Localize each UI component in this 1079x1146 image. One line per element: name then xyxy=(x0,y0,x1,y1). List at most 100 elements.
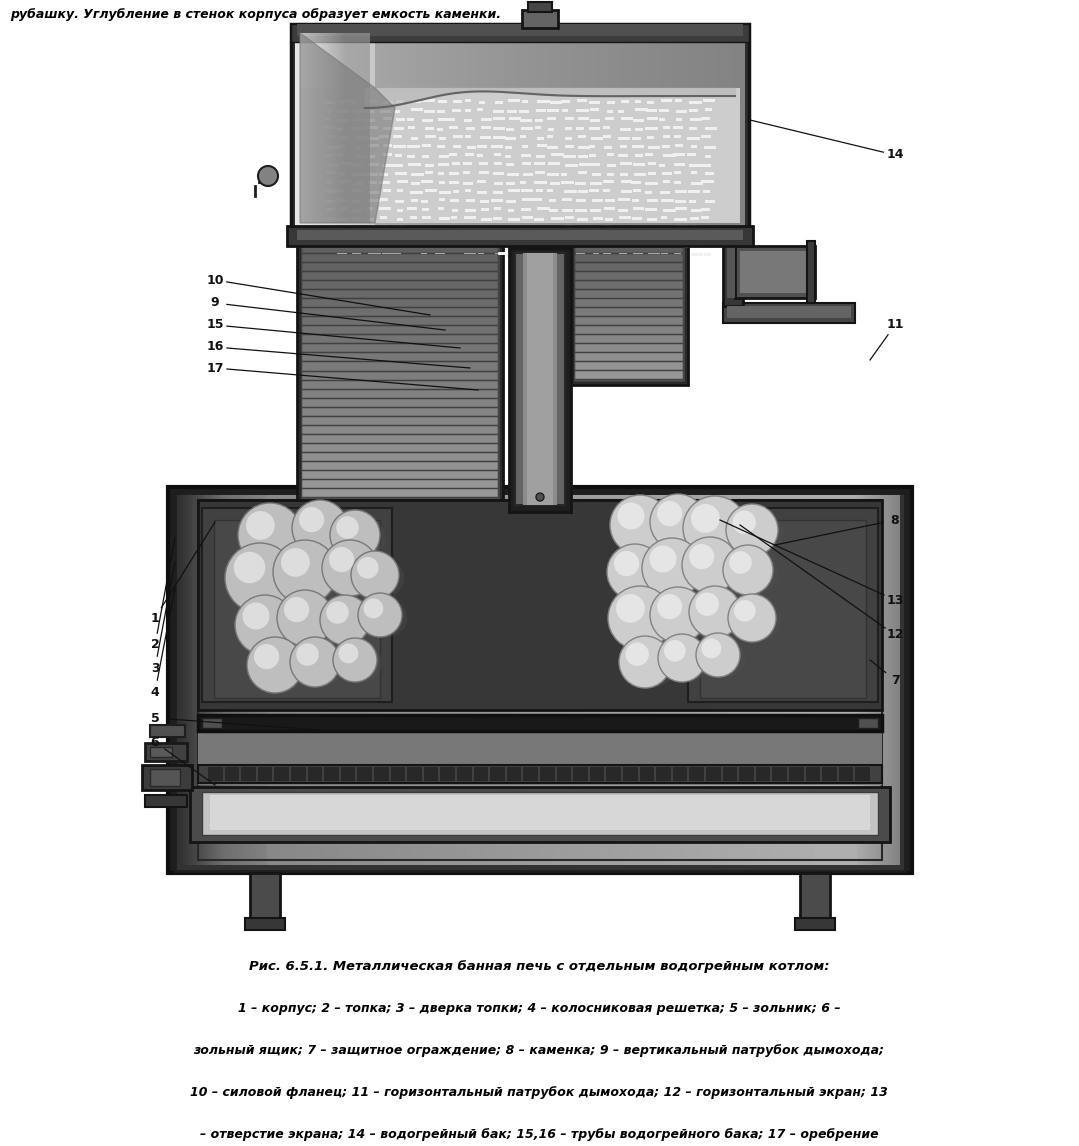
Bar xyxy=(242,767,256,782)
Bar xyxy=(620,128,631,131)
Bar xyxy=(365,173,378,176)
Bar xyxy=(477,154,483,157)
Bar xyxy=(351,244,360,248)
Bar xyxy=(383,144,392,147)
Ellipse shape xyxy=(697,638,746,677)
Bar xyxy=(353,110,365,113)
Bar xyxy=(300,88,740,223)
Bar xyxy=(704,146,716,149)
Bar xyxy=(590,209,601,212)
Text: – отверстие экрана; 14 – водогрейный бак; 15,16 – трубы водогрейного бака; 17 – : – отверстие экрана; 14 – водогрейный бак… xyxy=(200,1128,878,1141)
Circle shape xyxy=(254,644,279,669)
Bar xyxy=(603,253,611,256)
Bar xyxy=(395,252,401,256)
Bar xyxy=(633,207,644,210)
Bar xyxy=(302,408,498,416)
Bar xyxy=(383,154,392,156)
Bar xyxy=(382,101,393,104)
Bar xyxy=(618,198,630,201)
Bar xyxy=(575,209,587,212)
Text: 9: 9 xyxy=(210,297,219,309)
Bar xyxy=(340,180,350,183)
Bar xyxy=(522,146,528,148)
Bar xyxy=(394,225,405,228)
Bar xyxy=(506,128,514,131)
Bar xyxy=(481,126,491,129)
Bar xyxy=(302,444,498,452)
Bar xyxy=(659,109,669,112)
Bar xyxy=(603,225,611,228)
Bar xyxy=(337,119,349,121)
Bar xyxy=(701,117,710,120)
Bar xyxy=(549,227,555,230)
Bar xyxy=(689,245,697,248)
Circle shape xyxy=(642,537,702,598)
Bar xyxy=(838,767,853,782)
Bar xyxy=(537,144,547,147)
Bar xyxy=(324,154,334,157)
Bar xyxy=(287,226,753,246)
Bar xyxy=(773,767,787,782)
Bar xyxy=(463,171,470,174)
Bar xyxy=(704,190,710,193)
Bar xyxy=(411,138,418,140)
Bar xyxy=(410,215,416,219)
Bar xyxy=(341,136,349,139)
Bar xyxy=(453,100,462,103)
Bar xyxy=(537,138,544,140)
Bar xyxy=(245,918,285,931)
Bar xyxy=(421,252,427,256)
Bar xyxy=(617,226,629,229)
Bar xyxy=(449,118,455,121)
Bar xyxy=(631,181,641,185)
Bar xyxy=(453,135,463,138)
Ellipse shape xyxy=(658,639,711,683)
Bar xyxy=(369,243,378,246)
Bar xyxy=(603,234,613,237)
Bar xyxy=(622,117,633,120)
Bar xyxy=(341,767,355,782)
Bar xyxy=(577,218,588,221)
Bar xyxy=(440,767,455,782)
Bar xyxy=(547,189,554,193)
Bar xyxy=(561,100,570,103)
Bar xyxy=(493,217,502,220)
Bar xyxy=(523,767,538,782)
Bar xyxy=(477,180,486,183)
Bar xyxy=(380,215,387,219)
Bar xyxy=(623,767,638,782)
Bar xyxy=(327,135,334,138)
Bar xyxy=(578,155,588,158)
Bar xyxy=(450,234,460,237)
Bar xyxy=(509,244,516,248)
Bar xyxy=(481,209,489,211)
Bar xyxy=(578,171,587,174)
Circle shape xyxy=(650,494,706,550)
Bar xyxy=(382,164,393,167)
Bar xyxy=(528,2,552,11)
Bar xyxy=(464,119,472,121)
Bar xyxy=(297,230,743,240)
Bar xyxy=(705,155,711,158)
Bar xyxy=(379,181,390,185)
Bar xyxy=(592,173,601,176)
Circle shape xyxy=(657,594,682,619)
Bar xyxy=(465,209,476,212)
Bar xyxy=(495,243,503,246)
Bar xyxy=(339,146,346,148)
Bar xyxy=(466,127,475,129)
Bar xyxy=(374,767,388,782)
Text: 17: 17 xyxy=(206,361,223,375)
Text: 16: 16 xyxy=(206,340,223,353)
Bar xyxy=(521,243,534,246)
Circle shape xyxy=(617,502,644,529)
Bar xyxy=(548,162,560,165)
Bar xyxy=(408,163,421,166)
Bar xyxy=(302,299,498,307)
Circle shape xyxy=(657,501,682,526)
Bar xyxy=(323,245,334,248)
Bar xyxy=(505,236,514,240)
Bar xyxy=(368,252,381,256)
Bar xyxy=(675,245,688,248)
Bar xyxy=(633,119,644,121)
